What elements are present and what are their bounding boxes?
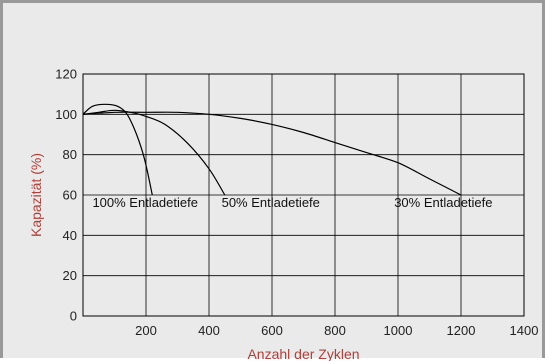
y-tick-label: 20	[63, 268, 77, 283]
x-tick-label: 800	[324, 323, 346, 338]
y-axis-title: Kapazität (%)	[28, 153, 44, 237]
x-tick-label: 200	[135, 323, 157, 338]
y-tick-label: 80	[63, 147, 77, 162]
series-label-3: 30% Entladetiefe	[394, 195, 492, 210]
y-tick-label: 100	[55, 107, 77, 122]
series-line-1	[82, 103, 153, 196]
y-tick-label: 40	[63, 228, 77, 243]
tick-labels: 0 20 40 60 80 100 120 200 400 600 800 1000 1200 1400	[55, 67, 538, 339]
series-line-2	[82, 109, 226, 196]
x-axis-title: Anzahl der Zyklen	[247, 346, 359, 361]
y-tick-label: 0	[70, 309, 77, 324]
y-tick-label: 60	[63, 188, 77, 203]
x-tick-label: 400	[198, 323, 220, 338]
series-labels: 100% Entladetiefe 50% Entladetiefe 30% Ent…	[92, 195, 492, 210]
series-label-2: 50% Entladetiefe	[222, 195, 320, 210]
series-lines	[82, 103, 462, 196]
plot-area-border	[82, 73, 525, 317]
x-tick-label: 600	[261, 323, 283, 338]
x-tick-label: 1000	[384, 323, 413, 338]
series-label-1: 100% Entladetiefe	[92, 195, 198, 210]
x-tick-label: 1200	[447, 323, 476, 338]
x-tick-label: 1400	[510, 323, 539, 338]
series-line-3	[82, 111, 462, 196]
y-tick-label: 120	[55, 67, 77, 82]
